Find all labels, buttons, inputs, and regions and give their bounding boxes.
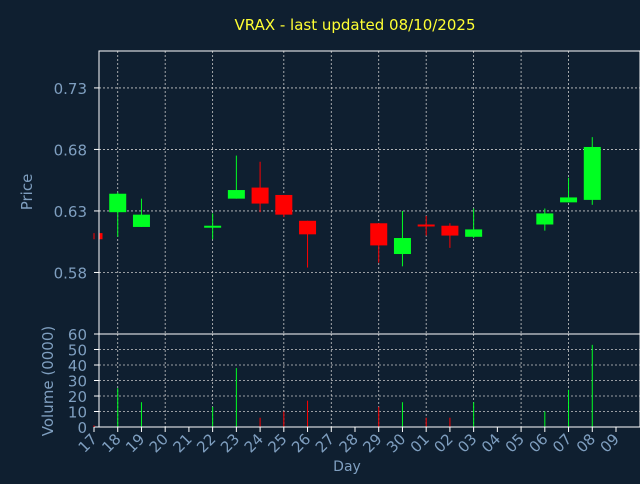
candle <box>560 177 578 203</box>
volume-tick-label: 60 <box>68 326 87 344</box>
candle-body <box>109 193 127 213</box>
x-axis-label: Day <box>333 459 361 475</box>
volume-tick-label: 20 <box>68 388 87 406</box>
volume-tick-label: 50 <box>68 342 87 360</box>
candle-body <box>393 238 411 255</box>
candle-body <box>132 214 150 227</box>
candle-body <box>370 223 388 246</box>
candle <box>441 223 459 248</box>
volume-tick-label: 0 <box>77 419 87 437</box>
volume-bars <box>93 344 593 427</box>
candle <box>251 161 269 213</box>
volume-tick-label: 10 <box>68 404 87 422</box>
candle <box>275 194 293 218</box>
volume-tick-label: 40 <box>68 357 87 375</box>
price-axis-label: Price <box>18 174 36 211</box>
candle <box>299 220 317 268</box>
price-tick-label: 0.73 <box>54 80 87 98</box>
candle <box>109 192 127 237</box>
candle-body <box>441 225 459 236</box>
volume-frame <box>98 333 640 428</box>
chart-title: VRAX - last updated 08/10/2025 <box>235 16 476 34</box>
candle-body <box>299 220 317 235</box>
volume-axis-label: Volume (0000) <box>39 326 57 436</box>
candle <box>204 213 222 240</box>
candle-body <box>204 225 222 228</box>
price-tick-label: 0.58 <box>54 264 87 282</box>
candle-body <box>275 194 293 215</box>
candle <box>93 233 103 240</box>
price-y-ticks: 0.58 0.63 0.68 0.73 <box>54 80 99 282</box>
price-tick-label: 0.63 <box>54 203 87 221</box>
candle-body <box>417 224 435 227</box>
candle-body <box>583 146 601 200</box>
candle <box>370 223 388 263</box>
volume-tick-label: 30 <box>68 373 87 391</box>
candle <box>536 208 554 231</box>
candle-body <box>99 233 103 240</box>
candle-body <box>536 213 554 225</box>
candle <box>583 137 601 205</box>
candle <box>393 210 411 267</box>
candle-body <box>465 229 483 237</box>
candle-body <box>227 190 245 199</box>
candle <box>227 155 245 199</box>
candle <box>417 215 435 236</box>
candle <box>465 208 483 239</box>
price-tick-label: 0.68 <box>54 141 87 159</box>
candle <box>132 198 150 227</box>
candles <box>93 137 601 268</box>
candle-body <box>251 187 269 204</box>
candle-body <box>560 197 578 203</box>
